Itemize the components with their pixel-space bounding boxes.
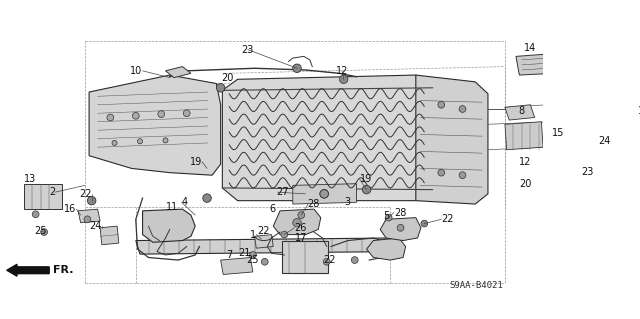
Circle shape bbox=[323, 258, 330, 265]
Text: 14: 14 bbox=[524, 43, 537, 53]
Circle shape bbox=[320, 189, 328, 198]
Polygon shape bbox=[380, 218, 421, 241]
Polygon shape bbox=[282, 241, 328, 273]
Circle shape bbox=[459, 106, 466, 112]
Circle shape bbox=[292, 64, 301, 72]
Circle shape bbox=[320, 189, 328, 198]
Polygon shape bbox=[416, 75, 488, 204]
Text: 12: 12 bbox=[519, 157, 532, 167]
Circle shape bbox=[250, 252, 256, 258]
Circle shape bbox=[107, 114, 114, 121]
Text: 19: 19 bbox=[360, 174, 372, 184]
Polygon shape bbox=[367, 238, 406, 260]
Text: 7: 7 bbox=[226, 250, 232, 260]
Text: 25: 25 bbox=[35, 226, 47, 236]
Text: 5: 5 bbox=[383, 211, 390, 221]
Circle shape bbox=[138, 139, 143, 144]
Polygon shape bbox=[549, 156, 573, 177]
Circle shape bbox=[158, 111, 164, 117]
Circle shape bbox=[261, 258, 268, 265]
Circle shape bbox=[339, 75, 348, 84]
Text: 19: 19 bbox=[189, 157, 202, 167]
Text: 10: 10 bbox=[131, 66, 143, 76]
Polygon shape bbox=[143, 209, 195, 242]
Polygon shape bbox=[89, 75, 221, 175]
Polygon shape bbox=[516, 54, 554, 75]
Polygon shape bbox=[255, 234, 273, 248]
Text: 28: 28 bbox=[394, 208, 406, 218]
Circle shape bbox=[203, 194, 211, 202]
Text: 24: 24 bbox=[598, 136, 611, 146]
Text: 2: 2 bbox=[49, 187, 55, 197]
Text: S9AA-B4021: S9AA-B4021 bbox=[450, 281, 504, 290]
Polygon shape bbox=[273, 209, 321, 234]
Text: 8: 8 bbox=[518, 106, 525, 116]
Text: 17: 17 bbox=[295, 233, 307, 243]
Circle shape bbox=[112, 140, 117, 145]
Circle shape bbox=[183, 110, 190, 117]
Circle shape bbox=[88, 197, 96, 205]
Text: 13: 13 bbox=[24, 174, 36, 184]
Text: 22: 22 bbox=[79, 189, 92, 199]
Polygon shape bbox=[505, 105, 534, 120]
Polygon shape bbox=[24, 184, 62, 209]
Text: 28: 28 bbox=[307, 199, 319, 209]
Circle shape bbox=[438, 169, 445, 176]
Text: 15: 15 bbox=[552, 128, 564, 138]
Circle shape bbox=[459, 172, 466, 179]
Circle shape bbox=[292, 219, 301, 227]
Polygon shape bbox=[222, 75, 433, 201]
Text: 25: 25 bbox=[246, 255, 259, 265]
Text: 12: 12 bbox=[336, 66, 348, 76]
Text: 22: 22 bbox=[441, 214, 454, 224]
Text: 22: 22 bbox=[323, 255, 335, 265]
Polygon shape bbox=[292, 184, 356, 204]
Circle shape bbox=[281, 231, 287, 238]
Polygon shape bbox=[136, 238, 395, 254]
Circle shape bbox=[132, 112, 139, 119]
Polygon shape bbox=[547, 139, 562, 153]
Text: 3: 3 bbox=[344, 197, 351, 207]
Polygon shape bbox=[166, 67, 191, 78]
Circle shape bbox=[298, 212, 305, 219]
Text: 1: 1 bbox=[250, 230, 256, 240]
Text: 23: 23 bbox=[581, 167, 594, 177]
Text: 27: 27 bbox=[276, 187, 289, 197]
Text: 20: 20 bbox=[519, 179, 532, 189]
Circle shape bbox=[385, 214, 392, 221]
Text: 23: 23 bbox=[242, 45, 254, 55]
Polygon shape bbox=[78, 209, 100, 223]
Circle shape bbox=[351, 257, 358, 263]
Circle shape bbox=[216, 84, 225, 92]
Circle shape bbox=[163, 138, 168, 143]
Text: 24: 24 bbox=[90, 221, 102, 231]
Polygon shape bbox=[100, 226, 119, 245]
Circle shape bbox=[32, 211, 39, 218]
Circle shape bbox=[397, 225, 404, 231]
Text: 21: 21 bbox=[238, 248, 250, 258]
Text: 20: 20 bbox=[221, 73, 234, 83]
Text: 26: 26 bbox=[294, 223, 307, 233]
Polygon shape bbox=[221, 257, 253, 274]
Polygon shape bbox=[547, 111, 579, 135]
Circle shape bbox=[438, 101, 445, 108]
Text: FR.: FR. bbox=[52, 265, 73, 275]
Circle shape bbox=[41, 229, 47, 235]
Text: 16: 16 bbox=[64, 204, 76, 214]
Text: 11: 11 bbox=[166, 202, 179, 211]
Text: 22: 22 bbox=[257, 226, 270, 236]
Text: 18: 18 bbox=[638, 106, 640, 116]
Polygon shape bbox=[505, 122, 543, 150]
Circle shape bbox=[84, 216, 91, 223]
Circle shape bbox=[421, 220, 428, 227]
Text: 6: 6 bbox=[270, 204, 276, 214]
FancyArrow shape bbox=[7, 264, 49, 276]
Text: 4: 4 bbox=[182, 197, 188, 207]
Circle shape bbox=[362, 185, 371, 194]
